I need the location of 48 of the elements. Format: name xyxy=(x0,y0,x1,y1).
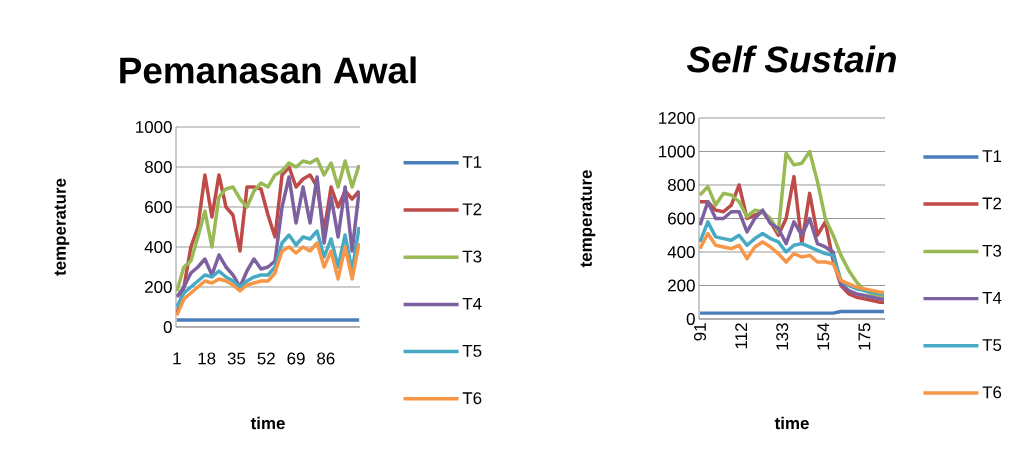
legend-label: T2 xyxy=(982,197,1002,210)
y-tick-label: 1000 xyxy=(659,145,695,158)
legend-label: T4 xyxy=(462,297,482,310)
legend-label: T6 xyxy=(462,392,482,405)
legend-label: T3 xyxy=(462,250,482,263)
x-tick-label: 133 xyxy=(776,323,789,350)
y-tick-label: 800 xyxy=(667,178,695,191)
line-series xyxy=(699,231,885,294)
x-tick-label: 91 xyxy=(693,323,706,341)
line-series xyxy=(176,241,361,317)
legend-label: T1 xyxy=(982,150,1002,162)
y-tick-label: 200 xyxy=(145,280,172,293)
y-tick-label: 1200 xyxy=(659,111,695,124)
chart-title: Self Sustain xyxy=(686,45,896,73)
y-axis-title: temperature xyxy=(54,178,70,276)
x-tick-label: 52 xyxy=(257,352,275,365)
legend-label: T5 xyxy=(462,345,482,357)
legend-label: T1 xyxy=(462,156,482,168)
legend-label: T4 xyxy=(982,292,1002,304)
y-tick-label: 400 xyxy=(144,240,172,253)
x-axis-title: time xyxy=(774,416,809,430)
x-axis-title: time xyxy=(250,416,285,430)
y-axis-title: temperature xyxy=(580,170,596,268)
line-series xyxy=(176,175,361,299)
legend-label: T2 xyxy=(462,203,482,216)
x-tick-label: 35 xyxy=(227,352,246,365)
x-tick-label: 154 xyxy=(817,323,830,350)
line-series xyxy=(176,225,361,309)
chart-title: Pemanasan Awal xyxy=(120,56,416,84)
legend-label: T3 xyxy=(982,244,1002,257)
x-tick-label: 69 xyxy=(287,352,305,365)
x-tick-label: 18 xyxy=(198,352,216,365)
legend-label: T6 xyxy=(982,386,1002,399)
line-series xyxy=(176,157,361,293)
x-tick-label: 112 xyxy=(735,323,748,349)
x-tick-label: 86 xyxy=(317,352,335,365)
y-tick-label: 0 xyxy=(686,312,695,325)
y-tick-label: 600 xyxy=(145,200,172,213)
line-series xyxy=(699,199,885,301)
x-tick-label: 175 xyxy=(858,323,871,350)
y-tick-label: 800 xyxy=(144,160,172,173)
legend-label: T5 xyxy=(982,339,1002,352)
y-tick-label: 0 xyxy=(163,320,172,333)
x-tick-label: 1 xyxy=(173,352,181,365)
y-tick-label: 400 xyxy=(667,245,695,258)
y-tick-label: 200 xyxy=(668,279,695,292)
y-tick-label: 1000 xyxy=(136,120,172,133)
y-tick-label: 600 xyxy=(668,212,695,225)
